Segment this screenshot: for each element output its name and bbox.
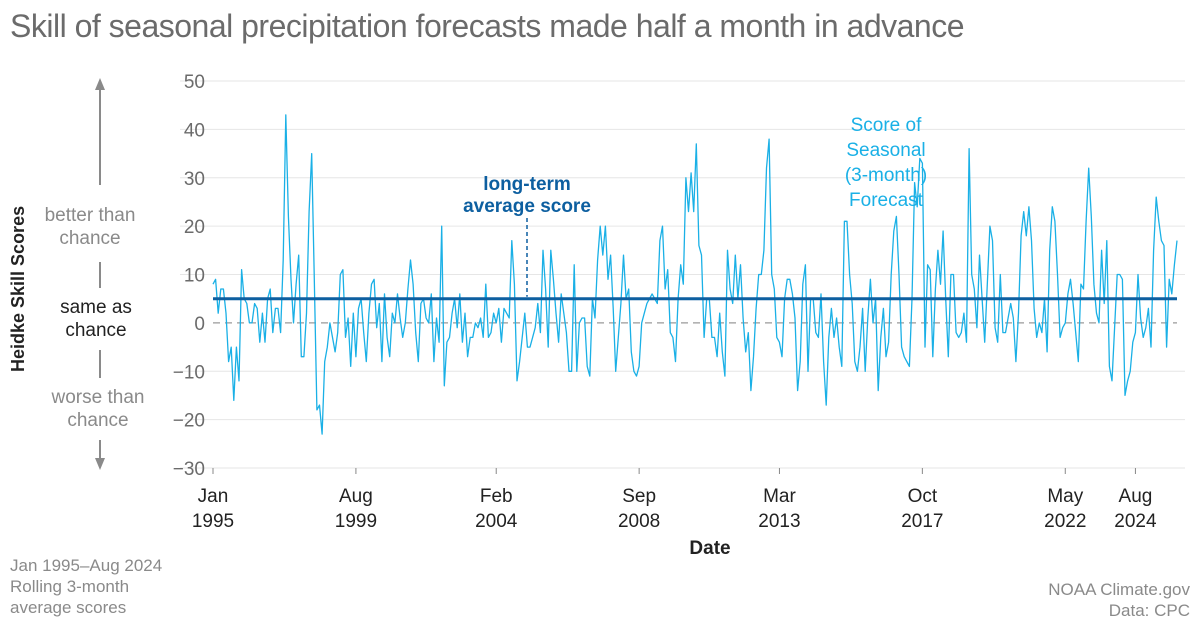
y-tick-label: −10 xyxy=(173,362,205,383)
x-tick-label-year: 1999 xyxy=(335,511,377,532)
y-tick-label: 20 xyxy=(184,217,205,238)
x-tick-label-month: Sep xyxy=(622,486,656,507)
same-label-line1: same as xyxy=(60,297,132,318)
better-label-line1: better than xyxy=(44,205,136,226)
y-tick-labels: 50 40 30 20 10 0 −10 −20 −30 xyxy=(173,72,205,480)
same-as-chance-label: same as chance xyxy=(26,296,166,342)
same-label-line2: chance xyxy=(65,320,127,341)
average-annotation-line2: average score xyxy=(463,196,591,217)
x-tick-label-year: 2022 xyxy=(1044,511,1086,532)
series-annotation-line4: Forecast xyxy=(849,190,924,211)
x-tick-labels: Jan 1995 Aug 1999 Feb 2004 Sep 2008 Mar 2013 Oct 20… xyxy=(192,468,1157,532)
series-annotation-line1: Score of xyxy=(851,115,922,136)
series-annotation-line2: Seasonal xyxy=(846,140,925,161)
x-tick-label-month: Oct xyxy=(908,486,938,507)
footer-right: NOAA Climate.gov Data: CPC xyxy=(1048,579,1190,621)
series-annotation-line3: (3-month) xyxy=(845,165,927,186)
worse-label-line2: chance xyxy=(67,410,129,431)
x-tick-label-year: 1995 xyxy=(192,511,234,532)
x-tick-label-month: Aug xyxy=(339,486,373,507)
x-tick-label-month: Mar xyxy=(763,486,796,507)
y-tick-label: −20 xyxy=(173,411,205,432)
footer-average: average scores xyxy=(10,598,127,617)
x-tick-label-year: 2024 xyxy=(1114,511,1157,532)
worse-label-line1: worse than xyxy=(51,387,145,408)
y-tick-label: 50 xyxy=(184,72,205,93)
x-tick-label-year: 2017 xyxy=(901,511,943,532)
worse-than-chance-label: worse than chance xyxy=(28,386,168,432)
x-tick-label-month: Feb xyxy=(480,486,513,507)
x-tick-label-year: 2013 xyxy=(758,511,800,532)
footer-left: Jan 1995–Aug 2024 Rolling 3-month averag… xyxy=(10,555,162,618)
y-tick-label: −30 xyxy=(173,459,205,480)
better-than-chance-label: better than chance xyxy=(20,204,160,250)
series-line xyxy=(212,114,1178,435)
footer-rolling: Rolling 3-month xyxy=(10,577,130,596)
x-tick-label-month: May xyxy=(1047,486,1083,507)
x-tick-label-year: 2008 xyxy=(618,511,660,532)
y-tick-label: 0 xyxy=(194,314,205,335)
x-tick-label-year: 2004 xyxy=(475,511,518,532)
up-arrow-icon xyxy=(95,78,105,90)
y-tick-label: 40 xyxy=(184,120,205,141)
average-annotation-line1: long-term xyxy=(483,174,571,195)
y-tick-label: 10 xyxy=(184,266,205,287)
footer-date-range: Jan 1995–Aug 2024 xyxy=(10,556,163,575)
better-label-line2: chance xyxy=(59,228,121,249)
down-arrow-icon xyxy=(95,458,105,470)
x-axis-title: Date xyxy=(689,538,731,559)
footer-source: NOAA Climate.gov xyxy=(1048,580,1190,599)
y-tick-label: 30 xyxy=(184,169,205,190)
footer-data-credit: Data: CPC xyxy=(1108,601,1190,620)
x-tick-label-month: Jan xyxy=(198,486,229,507)
direction-arrows xyxy=(95,78,105,470)
x-tick-label-month: Aug xyxy=(1119,486,1153,507)
chart-title: Skill of seasonal precipitation forecast… xyxy=(10,8,965,44)
